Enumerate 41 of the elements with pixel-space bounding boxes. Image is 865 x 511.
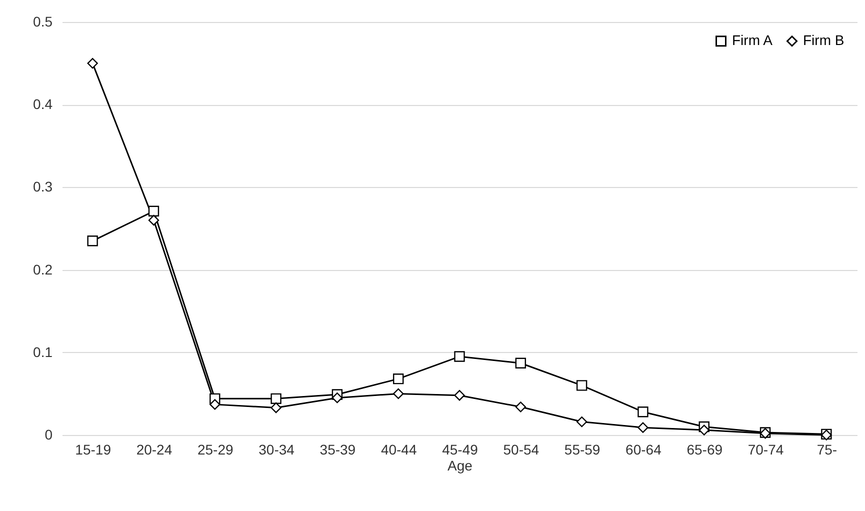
legend-label: Firm A (732, 32, 774, 48)
point (393, 388, 404, 400)
point (515, 402, 526, 412)
x-tick-label: 60-64 (626, 442, 662, 458)
x-tick-label: 65-69 (686, 442, 723, 458)
point (270, 393, 282, 404)
x-tick-label: 55-59 (564, 442, 600, 458)
point (638, 422, 648, 433)
y-tick-label: 0.5 (33, 14, 53, 30)
x-tick-label: 35-39 (320, 442, 356, 458)
y-tick-label: 0.3 (33, 178, 53, 195)
y-tick-label: 0.1 (33, 344, 53, 360)
x-tick-label: 50-54 (503, 442, 540, 458)
point (148, 206, 160, 216)
x-axis-title: Age (448, 458, 473, 474)
point (332, 392, 343, 404)
x-tick-label: 75- (816, 442, 838, 458)
x-tick-label: 45-49 (442, 442, 478, 458)
legend-label: Firm B (803, 32, 844, 48)
point (454, 351, 465, 362)
x-tick-label: 20-24 (136, 442, 172, 458)
y-tick-label: 0 (44, 426, 53, 442)
point (148, 214, 160, 226)
x-tick-label: 70-74 (748, 442, 784, 458)
point (87, 58, 98, 69)
point (270, 402, 282, 414)
point (638, 406, 648, 418)
point (393, 373, 404, 384)
y-tick-label: 0.2 (33, 261, 53, 278)
point (515, 358, 526, 368)
x-tick-label: 30-34 (258, 442, 295, 458)
x-tick-label: 15-19 (75, 442, 112, 458)
point (87, 236, 98, 246)
x-tick-label: 25-29 (197, 442, 234, 458)
point (576, 380, 588, 391)
x-tick-label: 40-44 (380, 442, 417, 458)
point (210, 399, 220, 410)
point (454, 390, 465, 401)
y-tick-label: 0.4 (33, 96, 53, 112)
point (576, 416, 588, 428)
point (698, 424, 710, 436)
